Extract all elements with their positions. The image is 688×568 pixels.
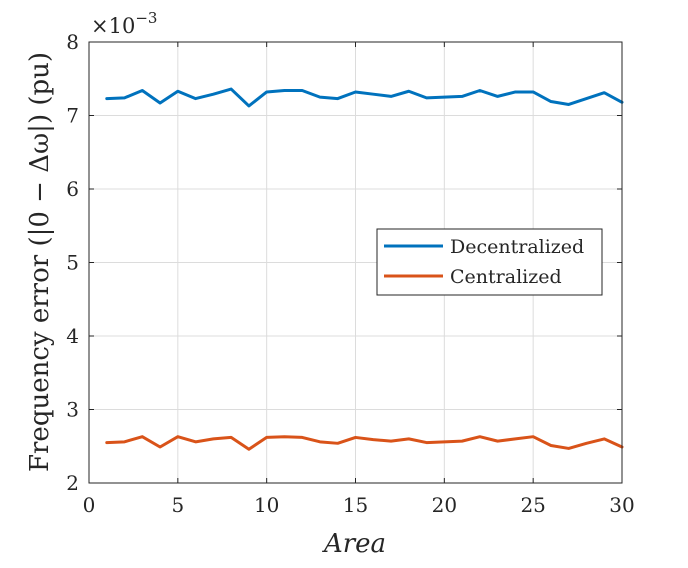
x-tick-label: 10 [254,493,279,517]
x-tick-label: 30 [609,493,634,517]
legend-label-decentralized: Decentralized [450,236,584,258]
legend-label-centralized: Centralized [450,266,562,288]
series-group [105,87,624,451]
y-tick-label: 7 [66,104,79,128]
y-tick-label: 6 [66,177,79,201]
y-tick-label: 8 [66,30,79,54]
series-line-decentralized [105,87,624,108]
ticks: 0 5 10 15 20 25 30 2 3 4 5 6 7 8 [66,30,634,517]
y-tick-label: 4 [66,324,79,348]
grid [89,42,622,483]
legend: Decentralized Centralized [376,228,603,296]
x-tick-label: 5 [171,493,184,517]
x-tick-label: 0 [83,493,96,517]
y-exponent-base: ×10 [91,14,135,38]
y-tick-label: 2 [66,471,79,495]
legend-box [376,228,603,296]
series-line-centralized [105,435,624,451]
x-tick-label: 25 [520,493,545,517]
x-tick-label: 20 [432,493,457,517]
y-tick-label: 5 [66,251,79,275]
y-tick-label: 3 [66,398,79,422]
y-exponent-power: −3 [135,9,157,27]
y-exponent-label: ×10−3 [91,9,157,38]
x-tick-label: 15 [343,493,368,517]
x-axis-title: Area [322,529,386,559]
y-axis-title: Frequency error (|0 − Δω|) (pu) [25,52,55,472]
